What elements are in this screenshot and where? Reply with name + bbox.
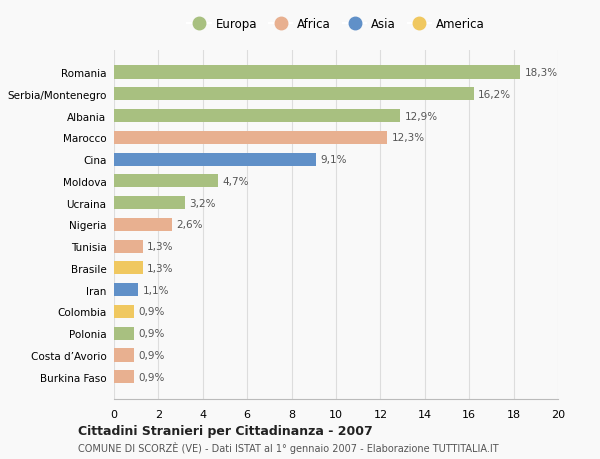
Bar xyxy=(114,284,139,297)
Bar xyxy=(114,262,143,275)
Legend: Europa, Africa, Asia, America: Europa, Africa, Asia, America xyxy=(184,15,488,34)
Text: 16,2%: 16,2% xyxy=(478,90,511,100)
Text: 18,3%: 18,3% xyxy=(525,68,558,78)
Bar xyxy=(114,88,473,101)
Text: 4,7%: 4,7% xyxy=(223,176,249,186)
Bar xyxy=(114,370,134,383)
Text: 12,9%: 12,9% xyxy=(405,112,438,121)
Bar xyxy=(114,132,387,145)
Bar xyxy=(114,196,185,210)
Text: 1,1%: 1,1% xyxy=(143,285,169,295)
Text: COMUNE DI SCORZÈ (VE) - Dati ISTAT al 1° gennaio 2007 - Elaborazione TUTTITALIA.: COMUNE DI SCORZÈ (VE) - Dati ISTAT al 1°… xyxy=(78,441,499,453)
Text: 1,3%: 1,3% xyxy=(148,241,174,252)
Text: 0,9%: 0,9% xyxy=(139,329,165,338)
Text: 0,9%: 0,9% xyxy=(139,372,165,382)
Text: 0,9%: 0,9% xyxy=(139,350,165,360)
Bar xyxy=(114,153,316,166)
Bar xyxy=(114,218,172,231)
Bar xyxy=(114,110,400,123)
Bar xyxy=(114,327,134,340)
Text: 1,3%: 1,3% xyxy=(148,263,174,274)
Text: Cittadini Stranieri per Cittadinanza - 2007: Cittadini Stranieri per Cittadinanza - 2… xyxy=(78,424,373,437)
Text: 3,2%: 3,2% xyxy=(190,198,216,208)
Bar xyxy=(114,67,520,79)
Bar xyxy=(114,305,134,318)
Text: 12,3%: 12,3% xyxy=(392,133,425,143)
Text: 0,9%: 0,9% xyxy=(139,307,165,317)
Bar xyxy=(114,349,134,362)
Bar xyxy=(114,175,218,188)
Text: 9,1%: 9,1% xyxy=(320,155,347,165)
Text: 2,6%: 2,6% xyxy=(176,220,203,230)
Bar xyxy=(114,240,143,253)
